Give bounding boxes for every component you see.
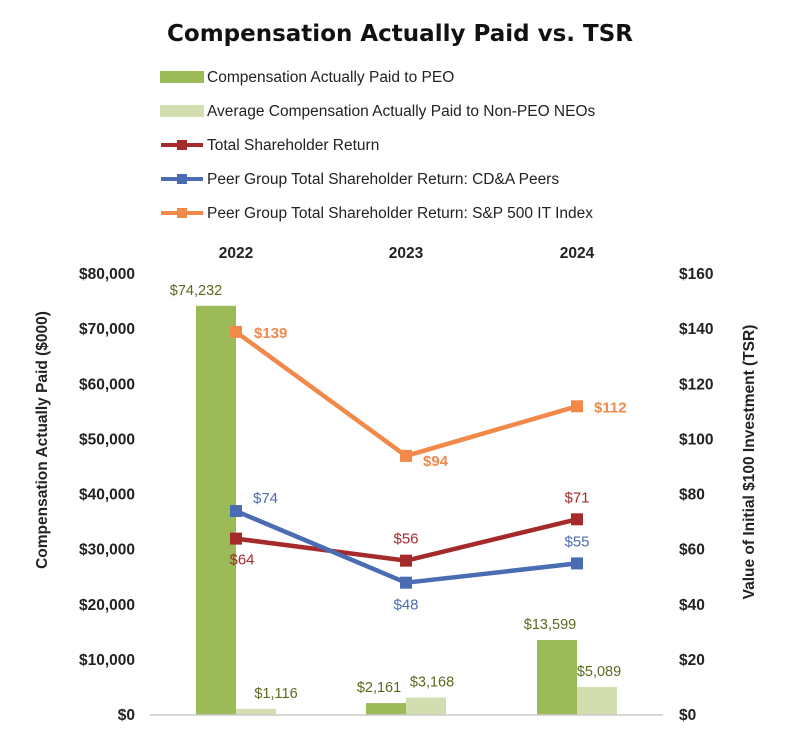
left-axis-title: Compensation Actually Paid ($000) (34, 311, 51, 569)
left-tick-label: $0 (118, 707, 135, 724)
legend-item-peer-group-total-shareholder-return-s-p-500-it-index: Peer Group Total Shareholder Return: S&P… (161, 205, 593, 222)
line-data-label: $56 (393, 531, 418, 548)
right-tick-label: $140 (679, 321, 713, 338)
right-axis-title: Value of Initial $100 Investment (TSR) (741, 325, 758, 600)
category-label-2024: 2024 (560, 245, 595, 262)
legend-marker (177, 174, 187, 184)
right-tick-label: $0 (679, 707, 696, 724)
left-tick-label: $50,000 (79, 431, 135, 448)
left-tick-label: $10,000 (79, 652, 135, 669)
left-tick-label: $80,000 (79, 266, 135, 283)
bar-average-compensation-actually-paid-to-non-peo-neos-2023 (406, 697, 446, 715)
legend-label: Peer Group Total Shareholder Return: CD&… (207, 171, 559, 188)
right-tick-label: $40 (679, 597, 705, 614)
bar-data-label: $2,161 (357, 680, 401, 696)
bar-compensation-actually-paid-to-peo-2022 (196, 305, 236, 715)
right-tick-label: $20 (679, 652, 705, 669)
line-labels: $64 $56 $71 $74 $48 $55 $139 $94 $112 (229, 325, 626, 614)
line-marker-total-shareholder-return-2024 (571, 513, 583, 526)
lines (230, 325, 583, 589)
bar-data-label: $3,168 (410, 675, 454, 691)
line-marker-peer-group-total-shareholder-return-s-p-500-it-index-2024 (571, 400, 583, 413)
legend-marker (177, 140, 187, 150)
right-tick-label: $160 (679, 266, 713, 283)
right-tick-label: $120 (679, 376, 713, 393)
line-marker-peer-group-total-shareholder-return-s-p-500-it-index-2023 (400, 449, 412, 462)
line-data-label: $55 (564, 533, 589, 550)
line-data-label: $64 (229, 552, 254, 569)
line-data-label: $74 (253, 490, 278, 507)
legend-item-average-compensation-actually-paid-to-non-peo-neos: Average Compensation Actually Paid to No… (160, 103, 596, 120)
right-tick-label: $60 (679, 542, 705, 559)
legend-label: Total Shareholder Return (207, 137, 379, 154)
category-label-2022: 2022 (219, 245, 253, 262)
left-tick-label: $70,000 (79, 321, 135, 338)
chart-title: Compensation Actually Paid vs. TSR (167, 21, 633, 47)
legend-swatch (160, 71, 204, 83)
line-marker-peer-group-total-shareholder-return-s-p-500-it-index-2022 (230, 325, 242, 338)
bar-average-compensation-actually-paid-to-non-peo-neos-2024 (577, 686, 617, 715)
legend-item-total-shareholder-return: Total Shareholder Return (161, 137, 379, 154)
line-marker-peer-group-total-shareholder-return-cd-a-peers-2022 (230, 505, 242, 518)
legend: Compensation Actually Paid to PEO Average… (160, 69, 596, 222)
line-data-label: $94 (423, 453, 449, 470)
category-labels: 2022 2023 2024 (219, 245, 595, 262)
legend-marker (177, 208, 187, 218)
line-data-label: $139 (254, 325, 287, 342)
bar-average-compensation-actually-paid-to-non-peo-neos-2022 (236, 708, 276, 715)
bar-compensation-actually-paid-to-peo-2023 (366, 703, 406, 715)
bar-data-label: $74,232 (170, 283, 222, 299)
line-marker-peer-group-total-shareholder-return-cd-a-peers-2023 (400, 576, 412, 589)
line-data-label: $71 (564, 489, 589, 506)
legend-item-peer-group-total-shareholder-return-cd-a-peers: Peer Group Total Shareholder Return: CD&… (161, 171, 559, 188)
left-tick-label: $20,000 (79, 597, 135, 614)
left-axis-ticks: $0 $10,000 $20,000 $30,000 $40,000 $50,000 $60… (79, 266, 135, 724)
category-label-2023: 2023 (389, 245, 424, 262)
legend-item-compensation-actually-paid-to-peo: Compensation Actually Paid to PEO (160, 69, 454, 86)
line-data-label: $48 (393, 597, 418, 614)
left-tick-label: $60,000 (79, 376, 135, 393)
legend-label: Peer Group Total Shareholder Return: S&P… (207, 205, 593, 222)
legend-label: Compensation Actually Paid to PEO (207, 69, 454, 86)
right-tick-label: $100 (679, 431, 713, 448)
left-tick-label: $30,000 (79, 542, 135, 559)
line-marker-total-shareholder-return-2023 (400, 554, 412, 567)
bar-data-label: $13,599 (524, 617, 576, 633)
bar-data-label: $5,089 (577, 664, 621, 680)
legend-swatch (160, 105, 204, 117)
right-axis-ticks: $0 $20 $40 $60 $80 $100 $120 $140 $160 (679, 266, 713, 724)
bars (196, 305, 617, 715)
legend-label: Average Compensation Actually Paid to No… (207, 103, 596, 120)
line-marker-peer-group-total-shareholder-return-cd-a-peers-2024 (571, 557, 583, 570)
right-tick-label: $80 (679, 487, 705, 504)
bar-labels: $74,232 $2,161 $13,599 $1,116 $3,168 $5,089 (170, 283, 621, 702)
bar-data-label: $1,116 (254, 686, 297, 702)
line-data-label: $112 (594, 399, 627, 416)
left-tick-label: $40,000 (79, 487, 135, 504)
bar-compensation-actually-paid-to-peo-2024 (537, 640, 577, 715)
line-marker-total-shareholder-return-2022 (230, 532, 242, 545)
line-peer-group-total-shareholder-return-s-p-500-it-index (234, 330, 578, 459)
